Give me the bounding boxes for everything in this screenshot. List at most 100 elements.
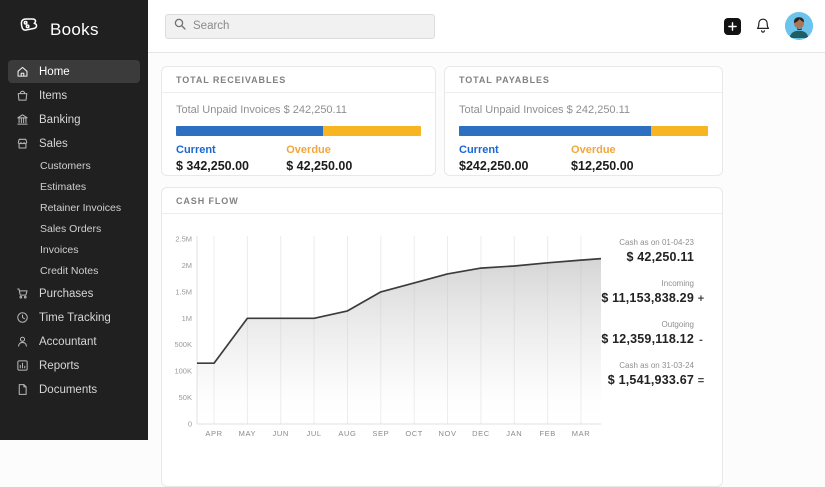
cashflow-summary-label: Cash as on 01-04-23	[548, 238, 708, 247]
sidebar-item-label: Reports	[39, 360, 79, 372]
svg-text:JUL: JUL	[307, 429, 322, 438]
payables-subtitle: Total Unpaid Invoices $ 242,250.11	[459, 104, 708, 116]
sidebar-item-estimates[interactable]: Estimates	[8, 177, 140, 197]
sidebar-item-label: Items	[39, 90, 67, 102]
sidebar-item-label: Invoices	[40, 244, 79, 256]
payables-progress-bar	[459, 126, 708, 136]
sidebar-item-home[interactable]: Home	[8, 60, 140, 83]
svg-text:SEP: SEP	[372, 429, 389, 438]
reports-icon	[16, 359, 29, 372]
banking-icon	[16, 113, 29, 126]
payables-overdue-label: Overdue	[571, 144, 634, 156]
svg-text:1.5M: 1.5M	[175, 287, 192, 296]
sidebar: Books Home Items Banking Sales Customers Esti…	[0, 0, 148, 440]
svg-text:500K: 500K	[174, 340, 192, 349]
sidebar-item-label: Home	[39, 66, 70, 78]
cashflow-summary-row: Cash as on 31-03-24 $ 1,541,933.67=	[548, 361, 708, 387]
sidebar-item-label: Retainer Invoices	[40, 202, 121, 214]
payables-overdue-value: $12,250.00	[571, 159, 634, 173]
sidebar-item-label: Time Tracking	[39, 312, 111, 324]
sidebar-item-purchases[interactable]: Purchases	[8, 282, 140, 305]
sidebar-nav: Home Items Banking Sales Customers Estimates R…	[0, 60, 148, 401]
cashflow-summary-value: $ 12,359,118.12-	[548, 332, 708, 346]
sidebar-item-label: Banking	[39, 114, 81, 126]
sidebar-item-sales-orders[interactable]: Sales Orders	[8, 219, 140, 239]
receivables-subtitle: Total Unpaid Invoices $ 242,250.11	[176, 104, 421, 116]
sidebar-item-customers[interactable]: Customers	[8, 156, 140, 176]
svg-text:2M: 2M	[182, 261, 192, 270]
cashflow-summary-row: Outgoing$ 12,359,118.12-	[548, 320, 708, 346]
payables-card-title: TOTAL PAYABLES	[445, 67, 722, 93]
svg-text:1M: 1M	[182, 314, 192, 323]
cashflow-summary-value: $ 1,541,933.67=	[548, 373, 708, 387]
search-input[interactable]	[193, 20, 426, 32]
sidebar-item-time-tracking[interactable]: Time Tracking	[8, 306, 140, 329]
payables-current-fill	[459, 126, 651, 136]
sidebar-item-retainer-invoices[interactable]: Retainer Invoices	[8, 198, 140, 218]
sidebar-item-label: Sales Orders	[40, 223, 101, 235]
sidebar-item-label: Sales	[39, 138, 68, 150]
sidebar-item-label: Documents	[39, 384, 97, 396]
svg-text:100K: 100K	[174, 367, 192, 376]
svg-text:50K: 50K	[179, 393, 192, 402]
sidebar-item-documents[interactable]: Documents	[8, 378, 140, 401]
time-icon	[16, 311, 29, 324]
sidebar-item-reports[interactable]: Reports	[8, 354, 140, 377]
sidebar-item-invoices[interactable]: Invoices	[8, 240, 140, 260]
sales-icon	[16, 137, 29, 150]
sidebar-item-accountant[interactable]: Accountant	[8, 330, 140, 353]
receivables-current-label: Current	[176, 144, 286, 156]
svg-text:MAY: MAY	[239, 429, 257, 438]
user-avatar[interactable]	[785, 12, 813, 40]
main-content: TOTAL RECEIVABLES Total Unpaid Invoices …	[148, 53, 825, 440]
svg-text:AUG: AUG	[338, 429, 356, 438]
books-logo-icon	[16, 14, 42, 45]
topbar	[148, 0, 825, 53]
sidebar-item-label: Estimates	[40, 181, 86, 193]
svg-text:MAR: MAR	[572, 429, 590, 438]
sidebar-item-label: Purchases	[39, 288, 93, 300]
receivables-progress-bar	[176, 126, 421, 136]
cashflow-summary-value: $ 11,153,838.29+	[548, 291, 708, 305]
total-receivables-card: TOTAL RECEIVABLES Total Unpaid Invoices …	[161, 66, 436, 176]
accountant-icon	[16, 335, 29, 348]
cashflow-summary-value: $ 42,250.11	[548, 250, 708, 264]
sidebar-item-label: Customers	[40, 160, 91, 172]
sidebar-item-sales[interactable]: Sales	[8, 132, 140, 155]
sidebar-item-items[interactable]: Items	[8, 84, 140, 107]
purchases-icon	[16, 287, 29, 300]
sidebar-item-label: Accountant	[39, 336, 97, 348]
cashflow-summary-row: Incoming $ 11,153,838.29+	[548, 279, 708, 305]
app-logo[interactable]: Books	[0, 0, 148, 59]
sidebar-item-banking[interactable]: Banking	[8, 108, 140, 131]
svg-text:OCT: OCT	[405, 429, 423, 438]
items-icon	[16, 89, 29, 102]
cashflow-card-title: CASH FLOW	[162, 188, 722, 214]
payables-current-value: $242,250.00	[459, 159, 571, 173]
cashflow-summary-label: Cash as on 31-03-24	[548, 361, 708, 370]
quick-add-button[interactable]	[724, 18, 741, 35]
home-icon	[16, 65, 29, 78]
cashflow-summary-label: Incoming	[548, 279, 708, 288]
app-title: Books	[50, 20, 99, 40]
topbar-actions	[724, 12, 813, 40]
total-payables-card: TOTAL PAYABLES Total Unpaid Invoices $ 2…	[444, 66, 723, 176]
svg-text:NOV: NOV	[439, 429, 457, 438]
notifications-bell-icon[interactable]	[754, 17, 772, 35]
svg-text:2.5M: 2.5M	[175, 235, 192, 244]
receivables-overdue-value: $ 42,250.00	[286, 159, 352, 173]
payables-current-label: Current	[459, 144, 571, 156]
sidebar-item-credit-notes[interactable]: Credit Notes	[8, 261, 140, 281]
search-icon	[174, 17, 186, 35]
operator-sign: =	[694, 375, 708, 387]
svg-text:0: 0	[188, 420, 192, 429]
operator-sign: -	[694, 334, 708, 346]
search-box[interactable]	[165, 14, 435, 39]
operator-sign: +	[694, 293, 708, 305]
documents-icon	[16, 383, 29, 396]
cashflow-summary-row: Cash as on 01-04-23 $ 42,250.11	[548, 238, 708, 264]
svg-text:JUN: JUN	[273, 429, 289, 438]
receivables-card-title: TOTAL RECEIVABLES	[162, 67, 435, 93]
receivables-current-value: $ 342,250.00	[176, 159, 286, 173]
